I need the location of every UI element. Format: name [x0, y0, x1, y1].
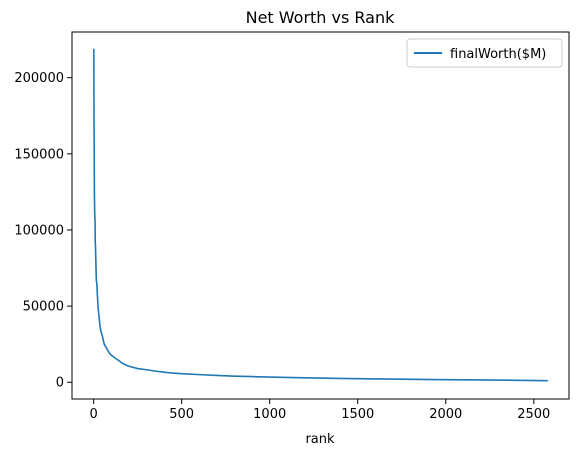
y-tick-label: 100000: [14, 223, 64, 238]
chart-title: Net Worth vs Rank: [246, 8, 396, 27]
y-tick-label: 0: [56, 376, 64, 391]
legend-entry-finalworth: finalWorth($M): [450, 47, 546, 62]
y-axis: 0 50000 100000 150000 200000: [14, 71, 72, 391]
y-tick-label: 200000: [14, 71, 64, 86]
plot-frame: [71, 31, 570, 400]
legend: finalWorth($M): [406, 38, 563, 68]
y-tick-label: 150000: [14, 147, 64, 162]
y-tick-label: 50000: [23, 300, 64, 315]
legend-box: [406, 38, 563, 68]
x-tick-label: 0: [90, 407, 98, 422]
x-tick-label: 500: [169, 407, 194, 422]
x-tick-label: 1000: [253, 407, 286, 422]
x-axis: 0 500 1000 1500 2000 2500: [90, 399, 550, 422]
x-tick-label: 2000: [429, 407, 462, 422]
series-line-0: [93, 48, 548, 382]
x-tick-label: 1500: [341, 407, 374, 422]
series-layer: [93, 48, 548, 382]
x-tick-label: 2500: [517, 407, 550, 422]
x-axis-label: rank: [305, 432, 335, 447]
plot-area: [71, 31, 570, 400]
